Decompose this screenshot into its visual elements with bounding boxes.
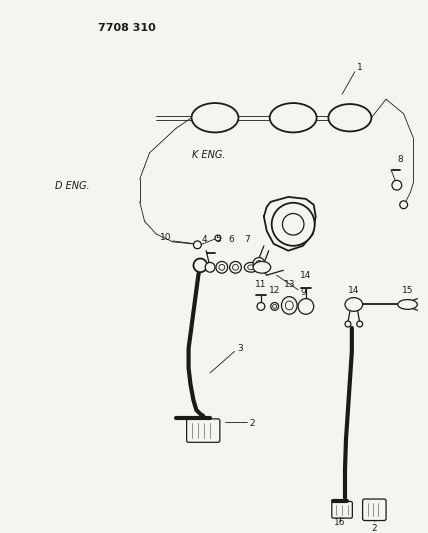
Circle shape [392, 180, 402, 190]
Circle shape [232, 264, 238, 270]
FancyBboxPatch shape [363, 499, 386, 521]
Text: 3: 3 [238, 344, 243, 353]
Text: 8: 8 [398, 155, 404, 164]
Circle shape [357, 321, 363, 327]
Text: 12: 12 [269, 286, 280, 295]
Text: 14: 14 [300, 271, 312, 280]
Circle shape [215, 235, 221, 241]
Text: 2: 2 [249, 419, 255, 428]
Text: 11: 11 [255, 280, 267, 289]
Text: 13: 13 [283, 280, 295, 289]
Text: D ENG.: D ENG. [55, 181, 89, 191]
Circle shape [282, 214, 304, 235]
Circle shape [298, 298, 314, 314]
Circle shape [230, 262, 241, 273]
Text: 7: 7 [244, 236, 250, 245]
Text: 14: 14 [348, 286, 360, 295]
Text: 1: 1 [357, 63, 363, 72]
Circle shape [193, 241, 201, 249]
Circle shape [273, 304, 276, 309]
Text: 10: 10 [160, 233, 171, 243]
Circle shape [272, 203, 315, 246]
Circle shape [193, 259, 207, 272]
Ellipse shape [244, 262, 258, 272]
Ellipse shape [282, 297, 297, 314]
Circle shape [205, 262, 215, 272]
Text: 2: 2 [372, 524, 377, 533]
Ellipse shape [253, 262, 270, 273]
Ellipse shape [191, 103, 238, 132]
Ellipse shape [248, 265, 255, 270]
Circle shape [256, 261, 262, 266]
Text: 9: 9 [300, 288, 306, 297]
Text: 7708 310: 7708 310 [98, 23, 155, 33]
Text: 5: 5 [215, 236, 221, 245]
Text: K ENG.: K ENG. [193, 150, 226, 160]
Circle shape [270, 303, 279, 310]
Text: 16: 16 [334, 518, 346, 527]
Circle shape [400, 201, 407, 208]
Text: 4: 4 [202, 236, 207, 245]
Ellipse shape [285, 301, 293, 310]
Ellipse shape [345, 297, 363, 311]
Circle shape [253, 257, 265, 269]
Ellipse shape [398, 300, 417, 309]
Circle shape [219, 264, 225, 270]
Circle shape [345, 321, 351, 327]
Ellipse shape [270, 103, 317, 132]
Circle shape [216, 262, 228, 273]
Ellipse shape [328, 104, 372, 132]
FancyBboxPatch shape [332, 502, 352, 518]
Text: 15: 15 [402, 286, 413, 295]
Text: 6: 6 [229, 236, 235, 245]
Circle shape [257, 303, 265, 310]
FancyBboxPatch shape [187, 419, 220, 442]
